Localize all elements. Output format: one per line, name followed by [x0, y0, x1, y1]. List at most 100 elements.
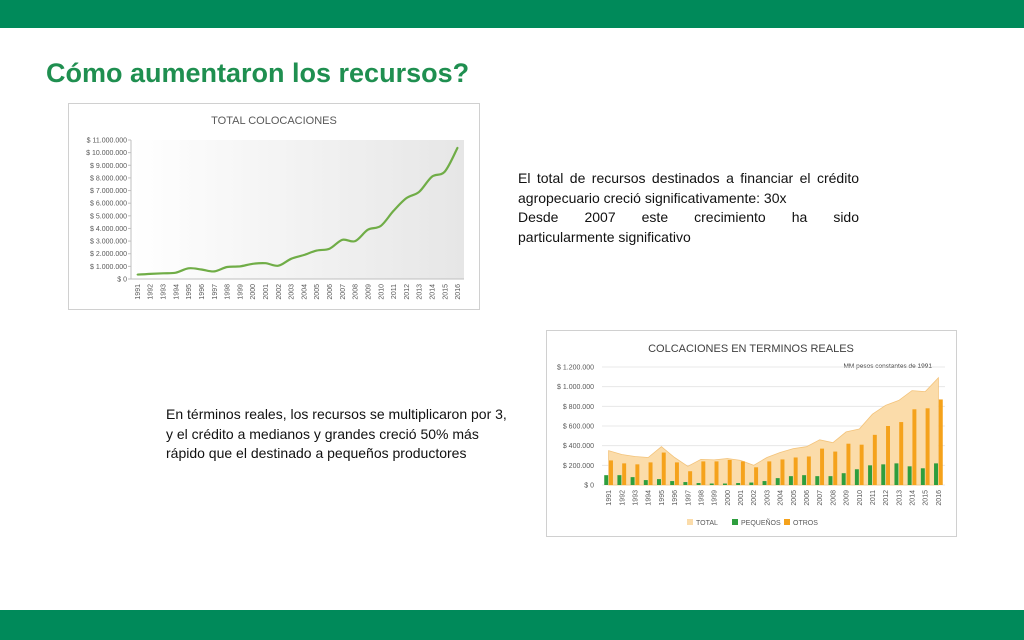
- chart1-y-tick-label: $ 1.000.000: [90, 264, 127, 271]
- chart2-bar-pequenos: [670, 481, 675, 485]
- chart1-y-tick-label: $ 0: [117, 277, 127, 284]
- chart1-x-tick-label: 1991: [135, 284, 142, 300]
- chart1-x-tick-label: 2000: [250, 284, 257, 300]
- chart2-bar-otros: [688, 471, 693, 485]
- chart1-data-point: [418, 191, 420, 193]
- chart1-data-point: [290, 257, 292, 260]
- chart2-x-tick-label: 2003: [764, 490, 771, 506]
- chart2-bar-otros: [912, 409, 917, 485]
- chart1-data-point: [136, 273, 139, 276]
- chart2-bar-pequenos: [802, 475, 807, 485]
- chart1-data-point: [187, 267, 190, 270]
- chart2-legend-swatch: [732, 519, 738, 525]
- chart1-plot-area: [131, 140, 464, 279]
- chart2-legend-label: OTROS: [793, 520, 818, 527]
- chart1-data-point: [200, 268, 203, 271]
- chart2-x-tick-label: 1996: [672, 490, 679, 506]
- chart1-x-tick-label: 2008: [353, 284, 360, 300]
- chart1-y-tick-label: $ 4.000.000: [90, 226, 127, 233]
- chart2-bar-otros: [806, 456, 811, 485]
- text-right-paragraph: El total de recursos destinados a financ…: [518, 169, 859, 247]
- chart2-x-tick-label: 2016: [936, 490, 943, 506]
- chart2-y-tick-label: $ 800.000: [563, 404, 594, 411]
- chart1-data-point: [315, 249, 318, 252]
- chart2-bar-otros: [727, 459, 732, 485]
- chart2-bar-pequenos: [683, 482, 688, 485]
- chart1-data-point: [431, 175, 433, 178]
- chart1-x-tick-label: 1998: [225, 284, 232, 300]
- chart2-x-tick-label: 2010: [857, 490, 864, 506]
- chart2-bar-pequenos: [815, 476, 820, 485]
- chart1-x-tick-label: 1993: [161, 284, 168, 300]
- chart1-data-point: [328, 247, 331, 250]
- chart1-y-tick-label: $ 6.000.000: [90, 201, 127, 208]
- chart2-bar-pequenos: [920, 468, 925, 485]
- chart2-bar-pequenos: [775, 478, 780, 485]
- chart2-legend-swatch: [784, 519, 790, 525]
- chart2-annotation: MM pesos constantes de 1991: [843, 363, 932, 370]
- chart2-bar-otros: [714, 461, 719, 485]
- chart2-bar-otros: [780, 459, 785, 485]
- chart2-bar-pequenos: [934, 463, 939, 485]
- chart2-y-tick-label: $ 0: [584, 483, 594, 490]
- chart1-series-line: [137, 147, 459, 276]
- chart2-x-tick-label: 1997: [685, 490, 692, 506]
- chart2-y-tick-label: $ 1.200.000: [557, 365, 594, 372]
- chart2-bar-otros: [899, 422, 904, 485]
- chart2-x-tick-label: 1993: [632, 490, 639, 506]
- chart2-bar-otros: [820, 448, 825, 485]
- chart2-bar-otros: [793, 457, 798, 485]
- chart2-x-tick-label: 1995: [659, 490, 666, 506]
- chart1-data-point: [277, 264, 280, 267]
- chart1-x-tick-label: 2006: [327, 284, 334, 300]
- chart2-bar-pequenos: [604, 475, 609, 485]
- chart2-bar-pequenos: [828, 476, 833, 485]
- chart2-bar-pequenos: [696, 483, 701, 485]
- chart2-bar-otros: [886, 426, 890, 485]
- chart1-x-tick-label: 2001: [263, 284, 270, 300]
- chart2-bar-pequenos: [630, 477, 635, 485]
- bottom-band: [0, 610, 1024, 640]
- chart1-data-point: [379, 225, 382, 227]
- chart2-legend-swatch: [687, 519, 693, 525]
- chart1-data-point: [443, 170, 446, 173]
- chart2-bar-otros: [608, 460, 613, 485]
- chart2-x-tick-label: 2002: [751, 490, 758, 506]
- chart2-x-tick-label: 2005: [791, 490, 798, 506]
- chart2-bar-otros: [833, 451, 838, 485]
- chart2-x-tick-label: 2008: [830, 490, 837, 506]
- chart2-x-tick-label: 2001: [738, 490, 745, 506]
- chart1-x-tick-label: 1996: [199, 284, 206, 300]
- chart1-x-tick-label: 1992: [148, 284, 155, 300]
- chart2-series-total-area: [608, 376, 939, 486]
- chart2-x-tick-label: 2012: [883, 490, 890, 506]
- chart2-bar-pequenos: [749, 482, 754, 485]
- chart2-bar-otros: [872, 434, 877, 485]
- chart1-x-tick-label: 2009: [365, 284, 372, 300]
- chart1-data-point: [149, 273, 152, 275]
- chart1-x-tick-label: 1995: [186, 284, 193, 300]
- chart2-x-tick-label: 1992: [619, 490, 626, 506]
- chart2-x-tick-label: 2011: [870, 490, 877, 505]
- chart2-y-tick-label: $ 200.000: [563, 463, 594, 470]
- chart2-bar-pequenos: [854, 469, 859, 485]
- chart1-x-tick-label: 2016: [455, 284, 462, 300]
- chart1-x-tick-label: 2011: [391, 284, 398, 299]
- chart2-x-tick-label: 2009: [844, 490, 851, 506]
- chart2-bar-otros: [701, 461, 706, 485]
- chart2-bar-otros: [635, 464, 640, 485]
- chart2-bar-otros: [674, 462, 679, 485]
- chart2-bar-pequenos: [881, 464, 886, 485]
- chart2-x-tick-label: 1991: [606, 490, 613, 506]
- chart2-x-tick-label: 2007: [817, 490, 824, 506]
- top-band: [0, 0, 1024, 28]
- chart2-bar-pequenos: [657, 479, 661, 485]
- chart1-data-point: [226, 266, 228, 268]
- chart2-x-tick-label: 2004: [778, 490, 785, 506]
- chart1-x-tick-label: 2002: [276, 284, 283, 300]
- chart2-x-tick-label: 2014: [910, 490, 917, 506]
- chart2-x-tick-label: 2013: [896, 490, 903, 506]
- chart2-x-tick-label: 1998: [698, 490, 705, 506]
- chart1-data-point: [354, 240, 356, 242]
- colocaciones-reales-svg: COLCACIONES EN TERMINOS REALES MM pesos c…: [557, 343, 945, 527]
